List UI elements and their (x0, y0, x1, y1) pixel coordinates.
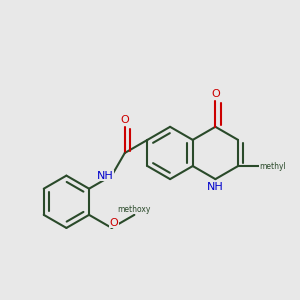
Text: NH: NH (207, 182, 224, 192)
Text: O: O (110, 218, 118, 228)
Text: O: O (120, 115, 129, 125)
Text: methoxy: methoxy (118, 205, 151, 214)
Text: NH: NH (97, 171, 113, 181)
Text: methyl: methyl (260, 162, 286, 171)
Text: O: O (211, 89, 220, 99)
